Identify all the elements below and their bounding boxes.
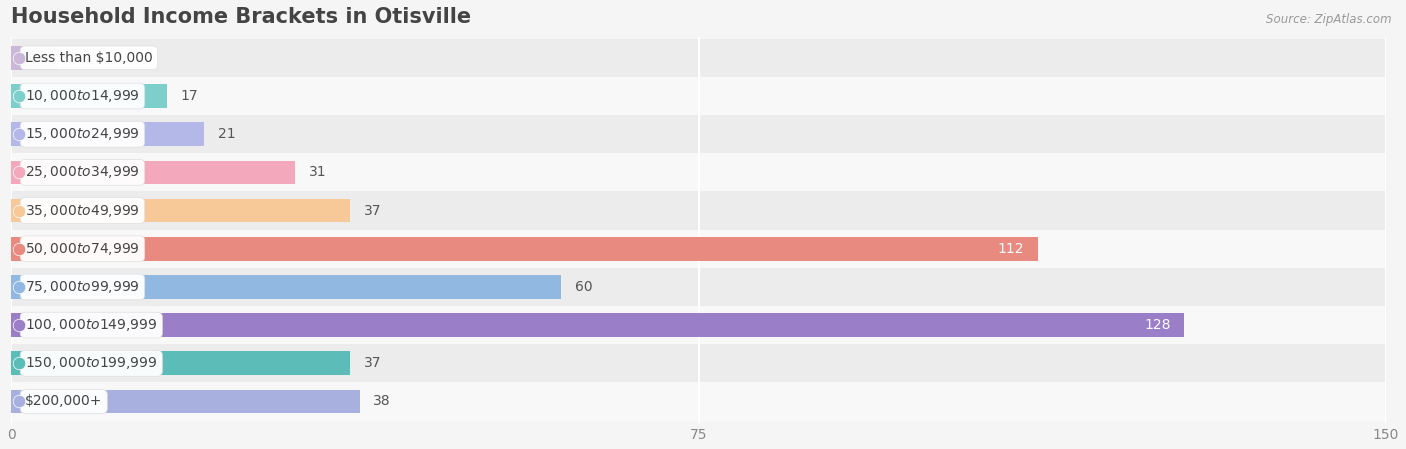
Text: $35,000 to $49,999: $35,000 to $49,999 — [25, 202, 139, 219]
Bar — [11, 313, 1184, 337]
Text: 31: 31 — [309, 165, 326, 180]
Text: $10,000 to $14,999: $10,000 to $14,999 — [25, 88, 139, 104]
Bar — [11, 383, 1386, 421]
Bar — [11, 46, 58, 70]
Text: $50,000 to $74,999: $50,000 to $74,999 — [25, 241, 139, 257]
Text: 112: 112 — [997, 242, 1024, 256]
Text: $25,000 to $34,999: $25,000 to $34,999 — [25, 164, 139, 180]
Bar — [11, 230, 1386, 268]
Text: 37: 37 — [364, 203, 381, 218]
Bar — [11, 161, 295, 184]
Text: 60: 60 — [575, 280, 592, 294]
Bar — [11, 191, 1386, 230]
Bar — [11, 268, 1386, 306]
Text: Source: ZipAtlas.com: Source: ZipAtlas.com — [1267, 13, 1392, 26]
Bar — [11, 275, 561, 299]
Text: $15,000 to $24,999: $15,000 to $24,999 — [25, 126, 139, 142]
Bar — [11, 39, 1386, 77]
Text: $150,000 to $199,999: $150,000 to $199,999 — [25, 355, 157, 371]
Bar — [11, 123, 204, 146]
Text: 37: 37 — [364, 357, 381, 370]
Bar — [11, 237, 1038, 260]
Bar — [11, 390, 360, 414]
Text: $200,000+: $200,000+ — [25, 395, 103, 409]
Bar — [11, 306, 1386, 344]
Bar — [11, 84, 167, 108]
Text: Household Income Brackets in Otisville: Household Income Brackets in Otisville — [11, 7, 471, 27]
Bar — [11, 115, 1386, 153]
Bar — [11, 77, 1386, 115]
Text: 17: 17 — [181, 89, 198, 103]
Text: 21: 21 — [218, 127, 235, 141]
Text: 128: 128 — [1144, 318, 1171, 332]
Bar — [11, 199, 350, 222]
Text: 38: 38 — [373, 395, 391, 409]
Text: Less than $10,000: Less than $10,000 — [25, 51, 153, 65]
Bar — [11, 352, 350, 375]
Bar — [11, 153, 1386, 191]
Text: 5: 5 — [70, 51, 80, 65]
Bar — [11, 344, 1386, 383]
Text: $75,000 to $99,999: $75,000 to $99,999 — [25, 279, 139, 295]
Text: $100,000 to $149,999: $100,000 to $149,999 — [25, 317, 157, 333]
